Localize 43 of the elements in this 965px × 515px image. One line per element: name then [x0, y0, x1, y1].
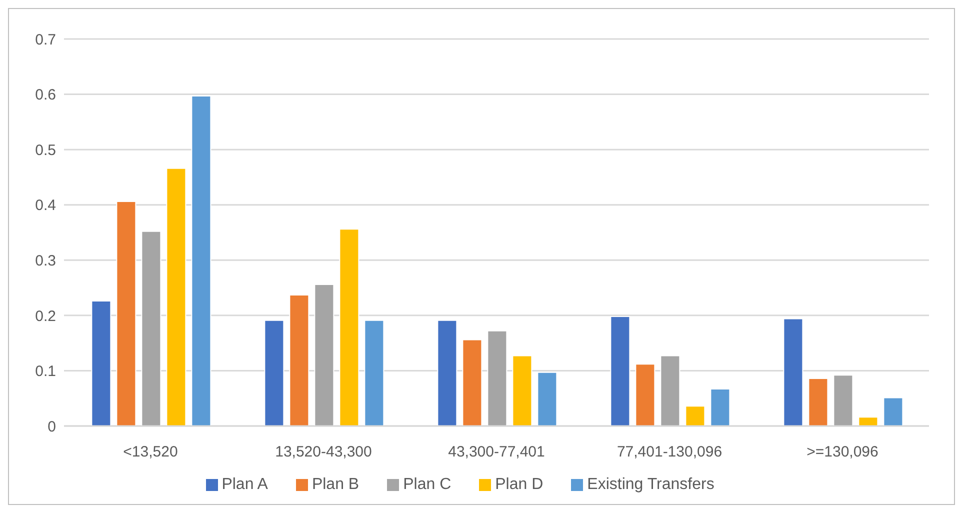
bar [635, 364, 656, 426]
bar [141, 230, 162, 426]
bar [610, 316, 630, 426]
legend-label: Plan C [403, 476, 452, 493]
bar [91, 300, 112, 426]
bar [191, 95, 212, 426]
bar [487, 330, 508, 426]
bar [437, 320, 458, 426]
bar [808, 378, 828, 426]
bar [314, 284, 334, 426]
bar [512, 355, 532, 426]
legend-label: Plan D [495, 476, 544, 493]
bar [685, 406, 706, 426]
bar [710, 388, 730, 426]
bar [264, 320, 284, 426]
y-tick-label: 0.2 [35, 308, 56, 325]
legend-label: Existing Transfers [587, 476, 714, 493]
legend-label: Plan A [222, 476, 268, 493]
bar [364, 320, 384, 426]
x-tick-label: 43,300-77,401 [448, 444, 545, 461]
bar [339, 228, 360, 426]
x-tick-label: >=130,096 [806, 444, 878, 461]
bar [166, 168, 186, 426]
bar [833, 374, 854, 426]
y-tick-label: 0.5 [35, 142, 56, 159]
y-tick-label: 0.1 [35, 363, 56, 380]
y-tick-label: 0.4 [35, 197, 56, 214]
y-tick-label: 0 [48, 418, 56, 436]
x-tick-label: 77,401-130,096 [616, 444, 722, 461]
bar [783, 318, 804, 426]
y-tick-label: 0.7 [35, 31, 56, 48]
bar [537, 372, 558, 426]
bar [660, 355, 680, 426]
x-tick-label: <13,520 [123, 444, 178, 461]
y-tick-label: 0.6 [35, 86, 56, 104]
bar [289, 294, 310, 426]
bar [462, 339, 482, 426]
x-tick-label: 13,520-43,300 [275, 444, 372, 461]
y-tick-label: 0.3 [35, 252, 56, 270]
bar [116, 201, 136, 426]
legend-label: Plan B [312, 476, 360, 493]
bar [858, 416, 878, 426]
bar [883, 397, 904, 426]
